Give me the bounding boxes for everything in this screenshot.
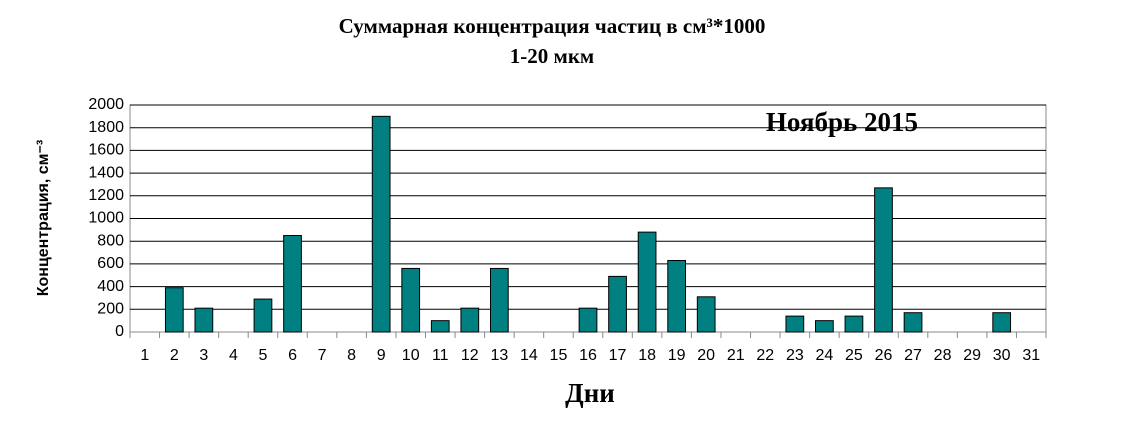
y-tick-label: 800	[97, 232, 124, 249]
bar	[903, 312, 923, 333]
bar	[874, 187, 893, 333]
bar	[371, 115, 391, 333]
y-tick-label: 1200	[88, 187, 124, 204]
x-tick-label: 25	[845, 347, 863, 364]
x-tick-label: 24	[815, 347, 833, 364]
x-tick-label: 11	[432, 347, 449, 364]
x-tick-label: 1	[140, 347, 149, 364]
x-tick-label: 23	[786, 347, 804, 364]
y-tick-label: 1800	[88, 119, 124, 136]
bar	[667, 259, 687, 333]
x-tick-label: 27	[904, 347, 922, 364]
x-tick-label: 5	[259, 347, 268, 364]
x-tick-label: 29	[963, 347, 981, 364]
bar	[815, 320, 834, 333]
y-tick-label: 2000	[88, 96, 124, 113]
x-axis-label: Дни	[565, 378, 615, 408]
x-tick-label: 9	[377, 347, 386, 364]
bar	[696, 296, 716, 333]
bar	[608, 275, 627, 333]
x-tick-label: 13	[490, 347, 508, 364]
y-tick-label: 200	[97, 301, 124, 318]
x-tick-label: 14	[520, 347, 538, 364]
x-tick-label: 17	[609, 347, 627, 364]
x-tick-label: 3	[199, 347, 208, 364]
x-tick-label: 26	[875, 347, 893, 364]
x-tick-label: 7	[318, 347, 327, 364]
x-tick-label: 16	[579, 347, 597, 364]
bar	[194, 307, 214, 333]
chart-title: Суммарная концентрация частиц в см³*1000	[339, 14, 766, 38]
bar	[578, 307, 598, 333]
x-tick-label: 6	[288, 347, 297, 364]
y-tick-label: 1600	[88, 142, 124, 159]
x-tick-label: 8	[347, 347, 356, 364]
bar	[992, 312, 1012, 333]
y-tick-label: 1400	[88, 164, 124, 181]
y-tick-label: 600	[97, 255, 124, 272]
y-tick-label: 0	[115, 323, 124, 340]
x-tick-label: 10	[402, 347, 420, 364]
x-tick-label: 28	[934, 347, 952, 364]
bar	[785, 315, 805, 333]
bar	[164, 287, 184, 333]
x-tick-label: 21	[727, 347, 745, 364]
x-tick-label: 12	[461, 347, 479, 364]
bar	[283, 235, 302, 333]
chart-subtitle: 1-20 мкм	[510, 44, 594, 68]
x-tick-label: 19	[668, 347, 686, 364]
x-tick-label: 20	[697, 347, 715, 364]
bar	[430, 320, 450, 333]
annotation: Ноябрь 2015	[766, 107, 918, 137]
x-tick-label: 18	[638, 347, 656, 364]
y-axis-label: Концентрация, см⁻³	[35, 140, 52, 297]
bar	[253, 298, 273, 333]
x-tick-label: 31	[1022, 347, 1040, 364]
bar	[489, 267, 509, 333]
x-tick-label: 2	[170, 347, 179, 364]
y-tick-label: 400	[97, 278, 124, 295]
x-tick-label: 30	[993, 347, 1011, 364]
bar	[844, 315, 864, 333]
x-tick-label: 4	[229, 347, 238, 364]
x-tick-label: 22	[756, 347, 774, 364]
y-tick-label: 1000	[88, 210, 124, 227]
bar	[401, 267, 421, 333]
bar	[460, 307, 480, 333]
bar	[637, 231, 657, 333]
x-tick-label: 15	[550, 347, 568, 364]
